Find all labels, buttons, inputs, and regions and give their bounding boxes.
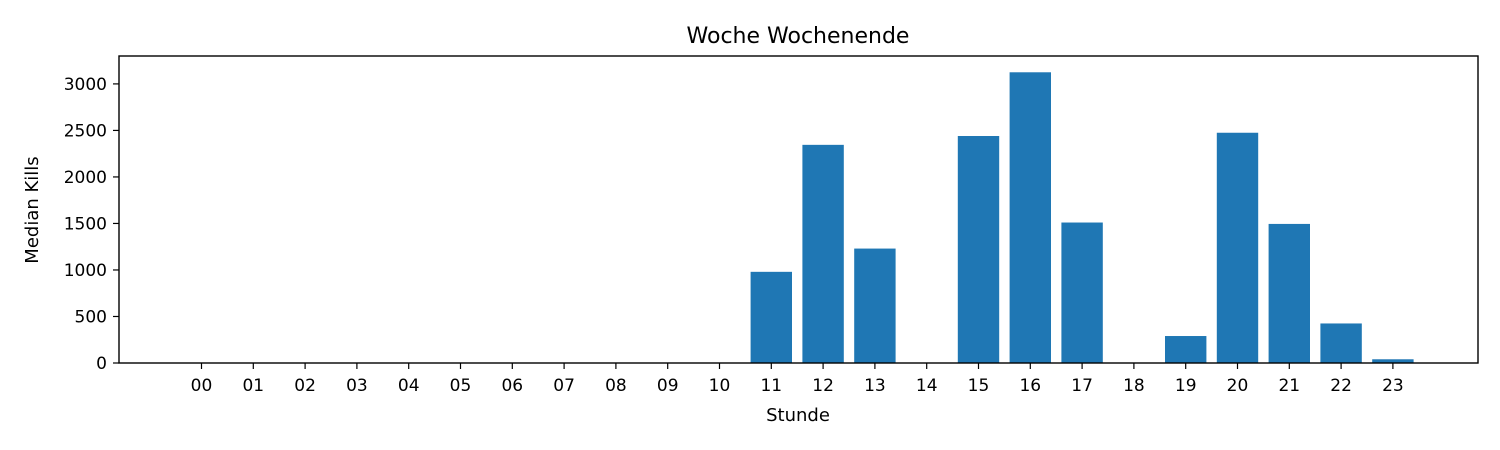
x-tick-label-07: 07 — [553, 376, 575, 396]
y-tick-label-1000: 1000 — [64, 261, 107, 281]
x-tick-label-02: 02 — [294, 376, 316, 396]
bar-22 — [1320, 323, 1362, 363]
y-tick-label-500: 500 — [75, 307, 107, 327]
x-tick-label-11: 11 — [760, 376, 782, 396]
x-axis-ticks: 00 01 02 03 04 05 06 07 08 09 10 11 12 13 14 15 16 17 18 19… — [191, 363, 1404, 396]
x-tick-label-09: 09 — [657, 376, 679, 396]
x-tick-label-00: 00 — [191, 376, 213, 396]
chart-title: Woche Wochenende — [687, 24, 910, 49]
x-tick-label-19: 19 — [1175, 376, 1197, 396]
x-tick-label-12: 12 — [812, 376, 834, 396]
x-tick-label-03: 03 — [346, 376, 368, 396]
x-tick-label-23: 23 — [1382, 376, 1404, 396]
x-tick-label-14: 14 — [916, 376, 938, 396]
bar-12 — [802, 144, 844, 363]
x-tick-label-05: 05 — [450, 376, 472, 396]
y-axis-ticks: 0 500 1000 1500 2000 2500 3000 — [64, 75, 119, 374]
bar-23 — [1372, 359, 1414, 363]
x-tick-label-10: 10 — [709, 376, 731, 396]
y-tick-label-2500: 2500 — [64, 121, 107, 141]
x-tick-label-16: 16 — [1019, 376, 1041, 396]
plot-frame — [118, 55, 1479, 364]
bar-19 — [1165, 336, 1207, 363]
x-tick-label-13: 13 — [864, 376, 886, 396]
x-tick-label-20: 20 — [1227, 376, 1249, 396]
bar-17 — [1061, 222, 1103, 363]
y-axis-label: Median Kills — [22, 156, 43, 263]
x-tick-label-18: 18 — [1123, 376, 1145, 396]
x-tick-label-21: 21 — [1278, 376, 1300, 396]
y-tick-label-1500: 1500 — [64, 214, 107, 234]
bar-13 — [854, 248, 896, 363]
bar-20 — [1216, 132, 1259, 363]
bar-15 — [957, 136, 1000, 363]
bars-group — [750, 72, 1414, 363]
x-tick-label-08: 08 — [605, 376, 627, 396]
y-tick-label-2000: 2000 — [64, 168, 107, 188]
x-tick-label-15: 15 — [968, 376, 990, 396]
y-tick-label-0: 0 — [96, 354, 107, 374]
x-tick-label-01: 01 — [242, 376, 264, 396]
bar-21 — [1268, 223, 1310, 363]
x-tick-label-06: 06 — [501, 376, 523, 396]
bar-11 — [750, 271, 792, 363]
x-axis-label: Stunde — [766, 405, 830, 426]
x-tick-label-17: 17 — [1071, 376, 1093, 396]
x-tick-label-04: 04 — [398, 376, 420, 396]
bar-16 — [1009, 72, 1051, 363]
x-tick-label-22: 22 — [1330, 376, 1352, 396]
y-tick-label-3000: 3000 — [64, 75, 107, 95]
